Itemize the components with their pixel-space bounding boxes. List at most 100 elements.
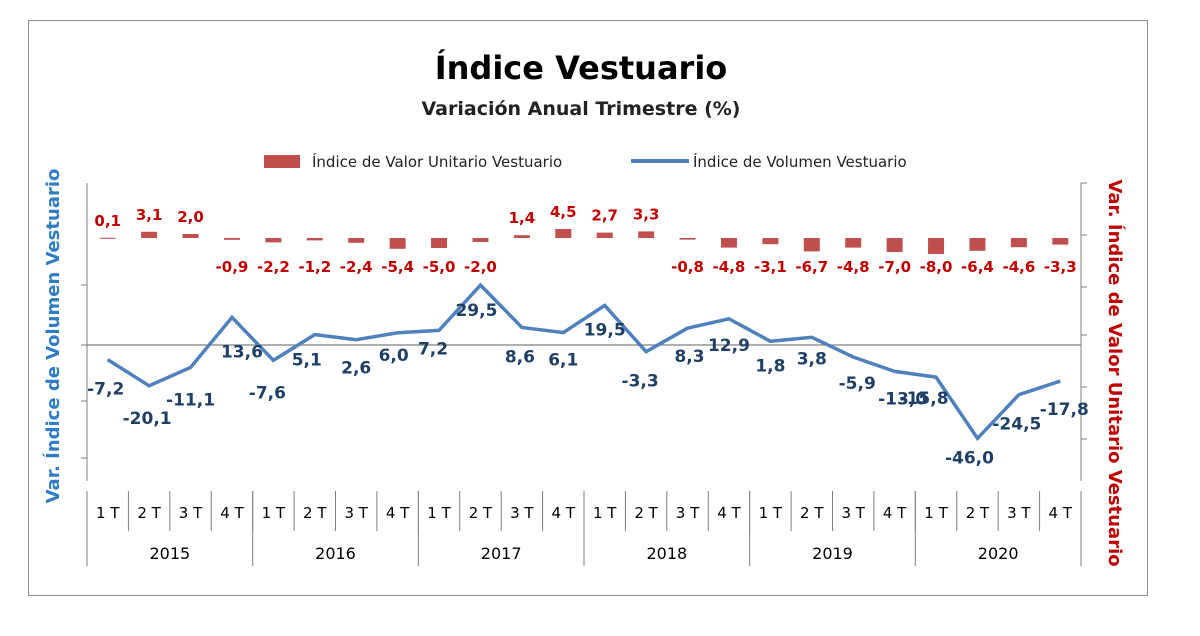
right-axis-ticks — [1081, 182, 1087, 440]
line-label-11: 6,1 — [548, 351, 578, 371]
line-label-0: -7,2 — [87, 380, 124, 400]
quarter-label-11: 4 T — [552, 504, 576, 522]
year-label-2020: 2020 — [978, 544, 1019, 563]
line-label-12: 19,5 — [584, 320, 626, 340]
quarter-label-18: 3 T — [841, 504, 865, 522]
quarter-label-14: 3 T — [676, 504, 700, 522]
bar-label-1: 3,1 — [136, 206, 163, 224]
line-label-13: -3,3 — [622, 372, 659, 392]
bar-label-22: -4,6 — [1002, 258, 1035, 276]
line-label-2: -11,1 — [166, 391, 215, 411]
bar-label-23: -3,3 — [1044, 258, 1077, 276]
line-label-18: -5,9 — [839, 374, 876, 394]
volume-line — [106, 282, 1061, 442]
line-label-10: 8,6 — [505, 348, 535, 368]
bar-label-2: 2,0 — [177, 208, 204, 226]
quarter-label-1: 2 T — [137, 504, 161, 522]
bar-label-12: 2,7 — [591, 207, 618, 225]
bar-label-20: -8,0 — [920, 258, 953, 276]
legend-bar-swatch — [264, 155, 300, 168]
quarter-label-16: 1 T — [759, 504, 783, 522]
bar-3 — [223, 238, 240, 240]
bar-label-9: -2,0 — [464, 258, 497, 276]
bar-label-11: 4,5 — [550, 203, 577, 221]
bar-7 — [389, 238, 406, 249]
bar-label-17: -6,7 — [795, 258, 828, 276]
year-label-2017: 2017 — [481, 544, 522, 563]
bar-20 — [928, 238, 945, 254]
bar-label-8: -5,0 — [423, 258, 456, 276]
bar-label-14: -0,8 — [671, 258, 704, 276]
line-label-8: 7,2 — [418, 339, 448, 359]
left-axis-title: Var. Índice de Volumen Vestuario — [42, 169, 64, 504]
year-label-2016: 2016 — [315, 544, 356, 563]
line-label-21: -46,0 — [945, 448, 994, 468]
bar-12 — [596, 232, 613, 238]
bar-11 — [555, 229, 572, 238]
legend: Índice de Valor Unitario Vestuario Índic… — [264, 152, 907, 171]
bar-label-21: -6,4 — [961, 258, 994, 276]
quarter-label-9: 2 T — [469, 504, 493, 522]
line-label-9: 29,5 — [455, 301, 497, 321]
line-label-16: 1,8 — [755, 356, 785, 376]
bar-5 — [306, 238, 323, 241]
quarter-label-4: 1 T — [262, 504, 286, 522]
bar-label-0: 0,1 — [94, 212, 121, 230]
year-label-2019: 2019 — [812, 544, 853, 563]
legend-line-label: Índice de Volumen Vestuario — [693, 152, 907, 171]
bar-22 — [1010, 238, 1027, 248]
line-label-4: -7,6 — [249, 383, 286, 403]
category-axis: 1 T 2 T 3 T 4 T 1 T 2 T 3 T 4 T 1 T 2 T 3 T 4 T 1 T 2… — [86, 491, 1082, 566]
bar-label-6: -2,4 — [340, 258, 373, 276]
bar-19 — [886, 238, 903, 252]
bar-label-19: -7,0 — [878, 258, 911, 276]
line-label-1: -20,1 — [123, 409, 172, 429]
bar-labels: 0,1 3,1 2,0 -0,9 -2,2 -1,2 -2,4 -5,4 -5,0 -2,0 1,4… — [94, 203, 1076, 276]
line-label-6: 2,6 — [341, 359, 371, 379]
quarter-label-5: 2 T — [303, 504, 327, 522]
bar-1 — [141, 231, 158, 238]
bar-0 — [99, 237, 116, 239]
quarter-label-20: 1 T — [924, 504, 948, 522]
year-label-2015: 2015 — [149, 544, 190, 563]
bar-23 — [1052, 238, 1069, 245]
bar-2 — [182, 234, 199, 238]
quarter-label-15: 4 T — [717, 504, 741, 522]
year-label-2018: 2018 — [646, 544, 687, 563]
chart-title: Índice Vestuario — [435, 49, 728, 87]
quarter-label-23: 4 T — [1049, 504, 1073, 522]
left-axis-ticks — [81, 284, 87, 459]
bar-6 — [348, 238, 365, 243]
bar-10 — [513, 235, 530, 238]
line-label-3: 13,6 — [221, 342, 263, 362]
line-label-17: 3,8 — [797, 349, 827, 369]
bar-label-7: -5,4 — [381, 258, 414, 276]
line-label-7: 6,0 — [379, 346, 409, 366]
bar-18 — [845, 238, 862, 248]
legend-bar-label: Índice de Valor Unitario Vestuario — [312, 152, 562, 171]
quarter-label-21: 2 T — [966, 504, 990, 522]
line-label-19: -13,0 — [878, 389, 927, 409]
line-label-14: 8,3 — [674, 347, 704, 367]
line-labels: -7,2 -20,1-11,1 13,6 -7,6 5,1 2,6 6,0 7,2 29,5 8,… — [87, 301, 1089, 468]
line-label-5: 5,1 — [292, 351, 322, 371]
bar-15 — [720, 238, 737, 248]
axes — [81, 182, 1087, 481]
bar-label-16: -3,1 — [754, 258, 787, 276]
quarter-label-0: 1 T — [96, 504, 120, 522]
quarter-label-2: 3 T — [179, 504, 203, 522]
quarter-label-17: 2 T — [800, 504, 824, 522]
bar-label-5: -1,2 — [298, 258, 331, 276]
bar-label-15: -4,8 — [713, 258, 746, 276]
chart-subtitle: Variación Anual Trimestre (%) — [422, 98, 741, 120]
quarter-label-12: 1 T — [593, 504, 617, 522]
bar-17 — [803, 238, 820, 252]
quarter-label-13: 2 T — [634, 504, 658, 522]
quarter-label-3: 4 T — [220, 504, 244, 522]
right-axis-title: Var. Índice de Valor Unitario Vestuario — [1104, 179, 1126, 566]
bar-4 — [265, 238, 282, 243]
chart-svg: Índice Vestuario Variación Anual Trimest… — [42, 49, 1126, 567]
bar-label-10: 1,4 — [509, 209, 536, 227]
bar-8 — [431, 238, 448, 248]
line-label-20: -15,8 — [900, 389, 949, 409]
